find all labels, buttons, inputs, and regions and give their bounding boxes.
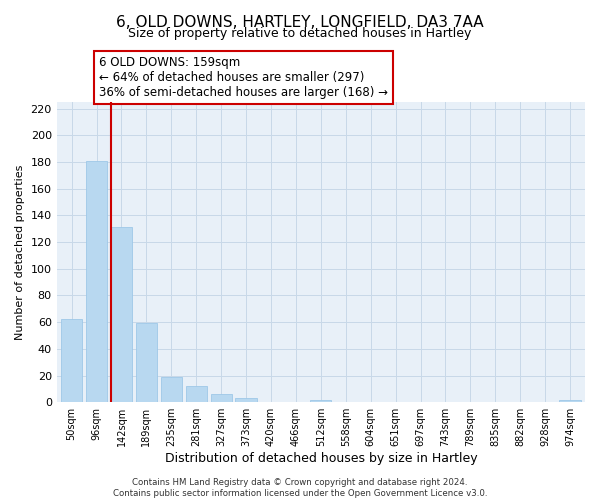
Bar	[559, 400, 581, 402]
Bar	[161, 377, 182, 402]
Text: 6 OLD DOWNS: 159sqm
← 64% of detached houses are smaller (297)
36% of semi-detac: 6 OLD DOWNS: 159sqm ← 64% of detached ho…	[99, 56, 388, 99]
Text: Contains HM Land Registry data © Crown copyright and database right 2024.
Contai: Contains HM Land Registry data © Crown c…	[113, 478, 487, 498]
Text: Size of property relative to detached houses in Hartley: Size of property relative to detached ho…	[128, 28, 472, 40]
Bar	[136, 324, 157, 402]
Bar	[185, 386, 207, 402]
Text: 6, OLD DOWNS, HARTLEY, LONGFIELD, DA3 7AA: 6, OLD DOWNS, HARTLEY, LONGFIELD, DA3 7A…	[116, 15, 484, 30]
Bar	[310, 400, 331, 402]
Bar	[211, 394, 232, 402]
Bar	[61, 320, 82, 402]
Bar	[86, 160, 107, 402]
X-axis label: Distribution of detached houses by size in Hartley: Distribution of detached houses by size …	[164, 452, 477, 465]
Y-axis label: Number of detached properties: Number of detached properties	[15, 164, 25, 340]
Bar	[235, 398, 257, 402]
Bar	[111, 228, 132, 402]
